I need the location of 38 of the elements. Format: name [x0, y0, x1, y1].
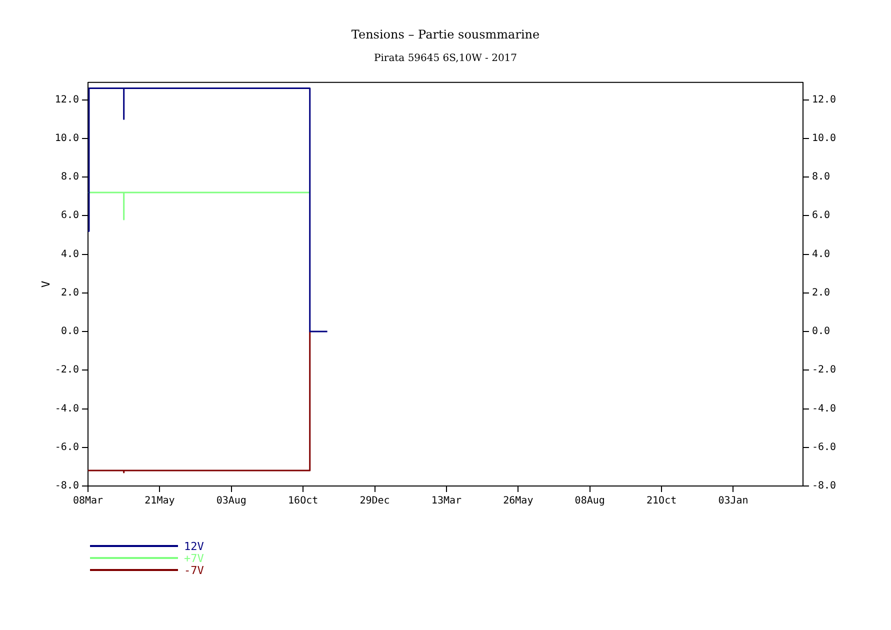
y2-tick-label: -2.0	[812, 364, 836, 376]
y2-tick-label: -4.0	[812, 403, 836, 414]
text: -7V	[184, 564, 204, 576]
y-tick-label: 10.0	[54, 132, 79, 144]
y2-tick-label: 10.0	[812, 132, 836, 144]
x-tick-label: 13Mar	[431, 496, 462, 507]
y-tick-label: 0.0	[60, 326, 79, 338]
y2-tick-label: 4.0	[812, 248, 830, 260]
text: 12V	[184, 540, 204, 552]
x-tick-label: 26May	[503, 496, 534, 507]
y-tick-label: -6.0	[54, 442, 79, 453]
y-tick-label: -8.0	[54, 480, 79, 492]
y2-tick-label: 2.0	[812, 287, 830, 298]
y-tick-label: 4.0	[60, 248, 79, 260]
y2-tick-label: 0.0	[812, 326, 830, 338]
y-tick-label: 6.0	[60, 210, 79, 222]
y2-tick-label: 6.0	[812, 210, 830, 222]
text: +7V	[184, 552, 204, 564]
x-tick-label: 16Oct	[288, 496, 318, 507]
y2-tick-label: -8.0	[812, 480, 836, 492]
x-tick-label: 21Oct	[646, 496, 677, 507]
x-tick-label: 03Jan	[718, 496, 748, 507]
y-tick-label: -4.0	[54, 403, 79, 414]
y-tick-label: 12.0	[54, 94, 79, 106]
y2-tick-label: -6.0	[812, 442, 836, 453]
chart-title: Tensions – Partie sousmmarine	[351, 27, 540, 42]
y-tick-label: 8.0	[60, 172, 79, 183]
y2-tick-label: 12.0	[812, 94, 836, 106]
chart-subtitle: Pirata 59645 6S,10W - 2017	[374, 52, 518, 64]
x-tick-label: 08Aug	[574, 496, 605, 507]
y-tick-label: -2.0	[54, 364, 79, 376]
y-axis-title: V	[39, 280, 52, 288]
x-tick-label: 08Mar	[72, 496, 104, 507]
x-tick-label: 29Dec	[360, 496, 390, 507]
x-tick-label: 03Aug	[216, 496, 246, 507]
y2-tick-label: 8.0	[812, 172, 830, 183]
x-tick-label: 21May	[144, 496, 175, 507]
y-tick-label: 2.0	[60, 287, 79, 298]
